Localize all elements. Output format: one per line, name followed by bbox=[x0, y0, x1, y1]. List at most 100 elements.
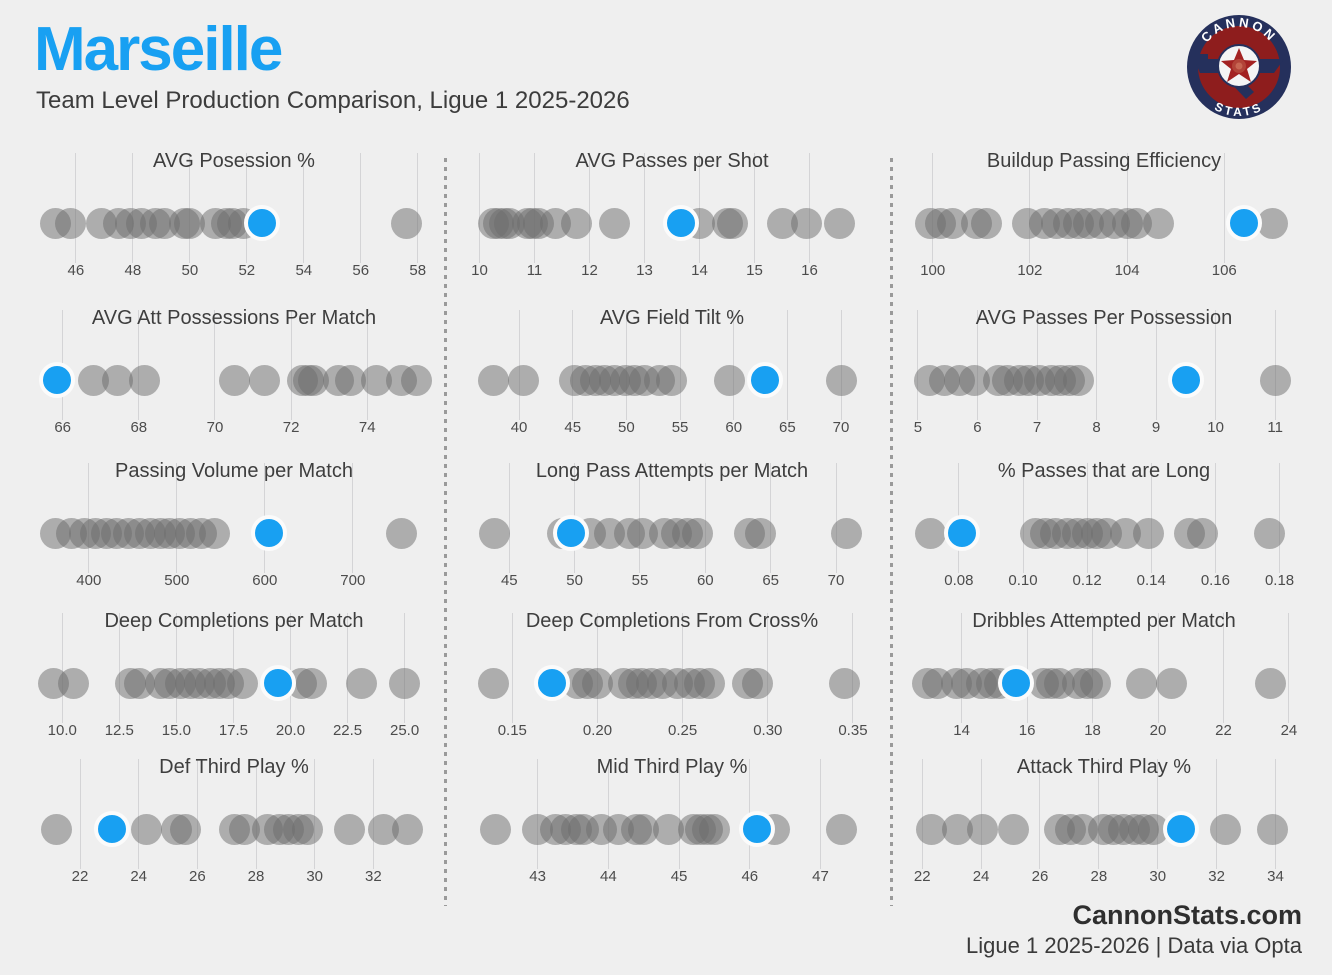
other-team-dot bbox=[914, 517, 946, 549]
tick-label: 48 bbox=[124, 262, 142, 279]
other-team-dot bbox=[997, 813, 1029, 845]
gridline bbox=[1157, 613, 1159, 723]
tick-label: 12 bbox=[581, 262, 598, 279]
marseille-dot bbox=[38, 362, 75, 398]
other-team-dot bbox=[129, 364, 161, 396]
gridline bbox=[607, 759, 609, 869]
page-title: Marseille bbox=[34, 15, 283, 84]
strip-plot: 400 500 600 700 Passing Volume per Match bbox=[36, 460, 432, 610]
page-subtitle: Team Level Production Comparison, Ligue … bbox=[36, 87, 630, 114]
gridline bbox=[1215, 310, 1217, 420]
marseille-dot bbox=[244, 205, 281, 241]
tick-label: 700 bbox=[340, 572, 366, 589]
footer-credit: Ligue 1 2025-2026 | Data via Opta bbox=[966, 933, 1302, 958]
tick-label: 28 bbox=[1090, 868, 1108, 885]
tick-label: 46 bbox=[67, 262, 85, 279]
tick-label: 0.08 bbox=[944, 572, 974, 589]
other-team-dot bbox=[130, 813, 162, 845]
other-team-dot bbox=[170, 813, 202, 845]
tick-label: 46 bbox=[741, 868, 759, 885]
tick-label: 0.14 bbox=[1136, 572, 1166, 589]
marseille-dot bbox=[552, 515, 589, 551]
gridline bbox=[921, 759, 923, 869]
tick-label: 50 bbox=[181, 262, 199, 279]
plot-title: Mid Third Play % bbox=[596, 756, 748, 778]
gridline bbox=[852, 613, 854, 723]
tick-label: 44 bbox=[600, 868, 617, 885]
marseille-dot bbox=[251, 515, 288, 551]
tick-label: 17.5 bbox=[218, 722, 249, 739]
other-team-dot bbox=[1254, 517, 1286, 549]
gridline bbox=[820, 759, 821, 869]
tick-label: 50 bbox=[618, 419, 635, 436]
other-team-dot bbox=[824, 207, 856, 239]
other-team-dot bbox=[479, 517, 511, 549]
tick-label: 32 bbox=[364, 868, 382, 885]
plot-title: Passing Volume per Match bbox=[115, 460, 353, 482]
gridline bbox=[290, 310, 292, 420]
gridline bbox=[1279, 463, 1281, 573]
tick-label: 24 bbox=[1280, 722, 1298, 739]
logo-bottom-text: STATS bbox=[1213, 99, 1263, 119]
other-team-dot bbox=[1259, 364, 1291, 396]
tick-label: 16 bbox=[801, 262, 818, 279]
tick-label: 60 bbox=[725, 419, 743, 436]
marseille-dot bbox=[1167, 362, 1204, 398]
marseille-dot bbox=[663, 205, 700, 241]
other-team-dot bbox=[1187, 517, 1219, 549]
tick-label: 30 bbox=[306, 868, 323, 885]
tick-label: 16 bbox=[1018, 722, 1036, 739]
plot-title: Attack Third Play % bbox=[1016, 756, 1192, 778]
tick-label: 8 bbox=[1092, 419, 1101, 436]
other-team-dot bbox=[477, 364, 509, 396]
cannon-stats-logo: CANNON STATS bbox=[1187, 15, 1291, 119]
other-team-dot bbox=[41, 813, 73, 845]
tick-label: 0.30 bbox=[753, 722, 783, 739]
plot-title: Long Pass Attempts per Match bbox=[535, 460, 809, 482]
other-team-dot bbox=[478, 667, 510, 699]
other-team-dot bbox=[54, 207, 86, 239]
tick-label: 5 bbox=[913, 419, 923, 436]
other-team-dot bbox=[655, 364, 687, 396]
other-team-dot bbox=[828, 667, 860, 699]
tick-label: 11 bbox=[526, 262, 543, 279]
strip-plot: 10.0 12.5 15.0 17.5 20.0 22.5 25.0 Deep Complet… bbox=[36, 610, 432, 760]
gridline bbox=[644, 153, 645, 263]
tick-label: 55 bbox=[671, 419, 689, 436]
other-team-dot bbox=[389, 667, 421, 699]
other-team-dot bbox=[345, 667, 377, 699]
gridline bbox=[417, 153, 419, 263]
other-team-dot bbox=[390, 207, 422, 239]
tick-label: 0.25 bbox=[668, 722, 698, 739]
gridline bbox=[479, 153, 480, 263]
other-team-dot bbox=[1080, 667, 1112, 699]
tick-label: 70 bbox=[827, 572, 845, 589]
plot-title: Buildup Passing Efficiency bbox=[986, 150, 1222, 172]
marseille-dot bbox=[944, 515, 981, 551]
footer-site: CannonStats.com bbox=[1072, 900, 1302, 930]
tick-label: 0.16 bbox=[1200, 572, 1231, 589]
other-team-dot bbox=[227, 667, 259, 699]
other-team-dot bbox=[1063, 364, 1095, 396]
gridline bbox=[589, 153, 590, 263]
marseille-dot bbox=[1163, 811, 1200, 847]
other-team-dot bbox=[713, 364, 745, 396]
other-team-dot bbox=[1255, 667, 1287, 699]
gridline bbox=[770, 463, 772, 573]
other-team-dot bbox=[218, 364, 250, 396]
gridline bbox=[917, 310, 919, 420]
plot-title: % Passes that are Long bbox=[997, 460, 1211, 482]
tick-label: 10 bbox=[1207, 419, 1224, 436]
tick-label: 28 bbox=[247, 868, 265, 885]
gridline bbox=[1022, 463, 1024, 573]
column-separator bbox=[444, 158, 447, 906]
gridline bbox=[1039, 759, 1041, 869]
gridline bbox=[1216, 759, 1218, 869]
tick-label: 12.5 bbox=[104, 722, 134, 739]
gridline bbox=[118, 613, 120, 723]
tick-label: 50 bbox=[566, 572, 583, 589]
other-team-dot bbox=[915, 813, 947, 845]
tick-label: 0.15 bbox=[497, 722, 527, 739]
tick-label: 10.0 bbox=[47, 722, 77, 739]
